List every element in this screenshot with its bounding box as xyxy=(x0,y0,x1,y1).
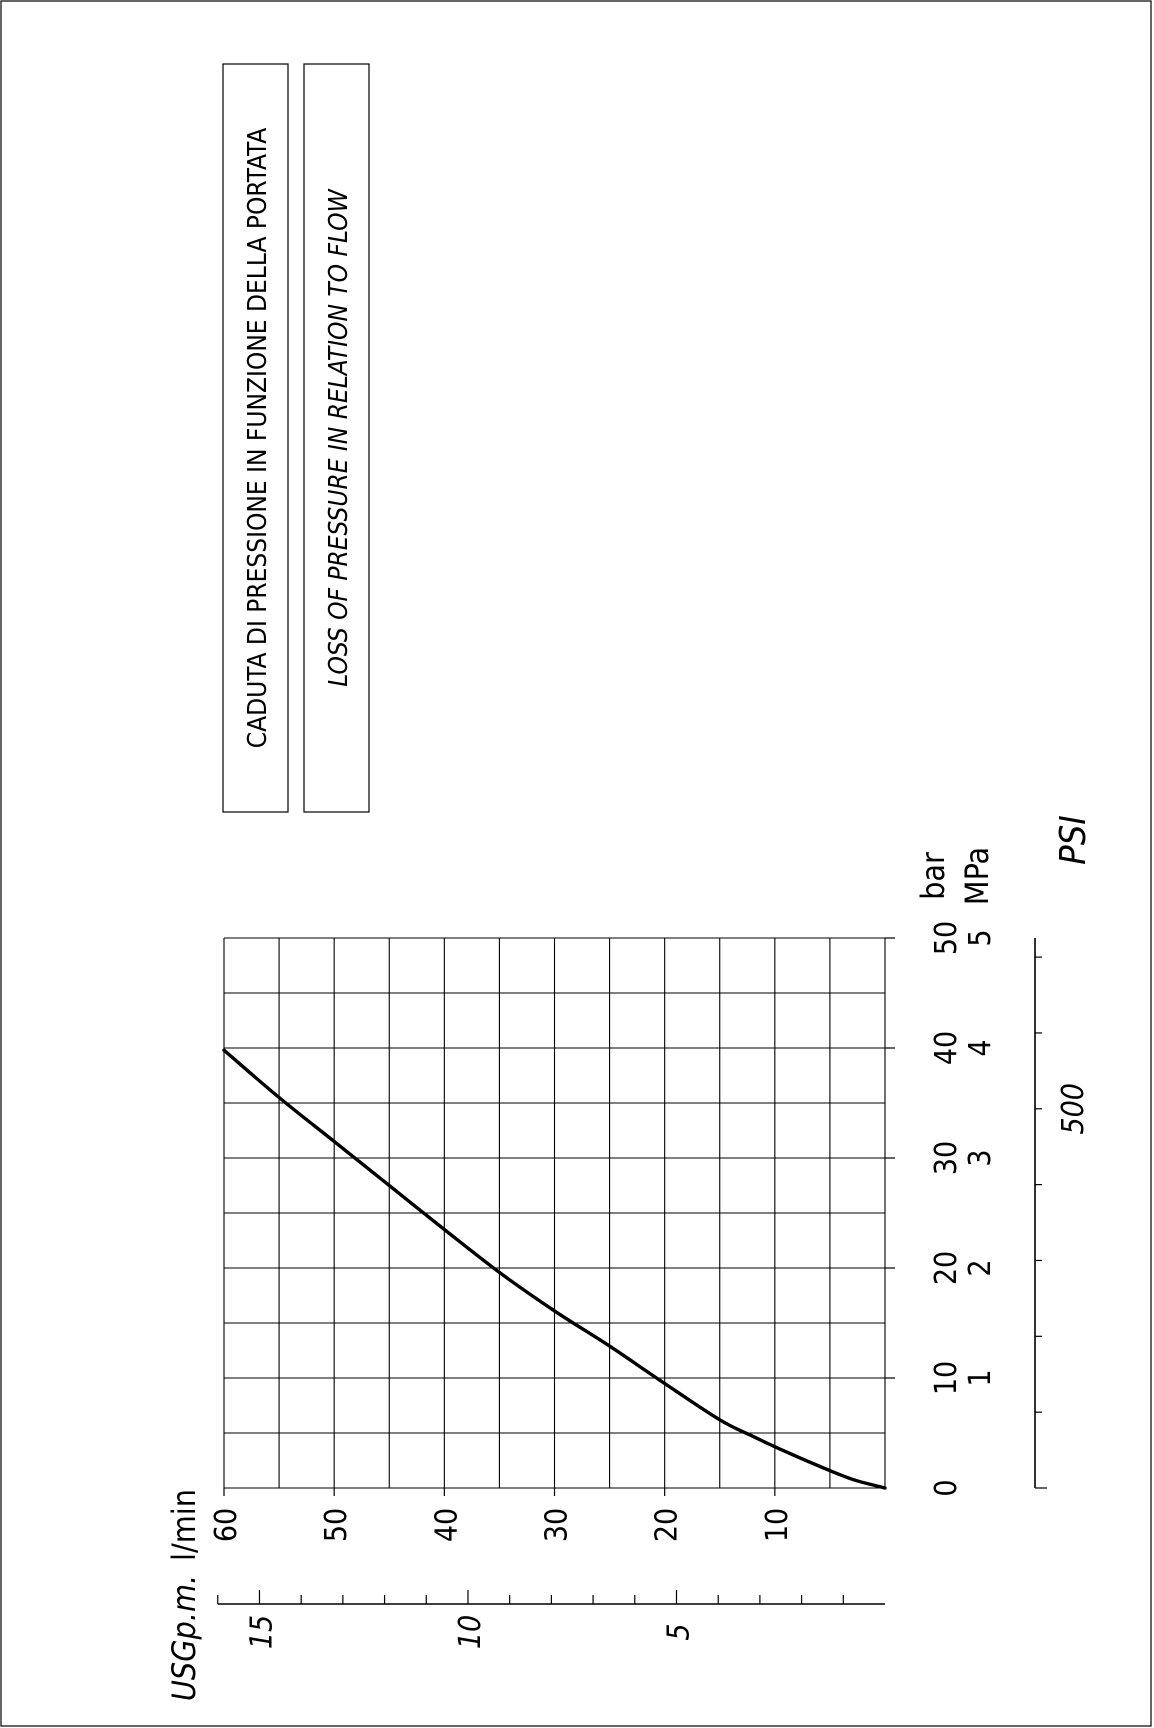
chart-labels: 10 20 30 40 50 60l/min 0 10 20 30 40 50 bar 1 2 3 4 5 MPa 5… xyxy=(165,815,1094,1701)
plot-grid xyxy=(223,937,886,1489)
pressure-tick-label-10: 10 xyxy=(929,1361,964,1395)
pressure-tick-label-0: 0 xyxy=(929,1479,964,1496)
pressure-loss-curve xyxy=(222,1048,887,1490)
pressure-axis-label-psi: PSI xyxy=(1053,815,1094,865)
flow-axis-label: l/min xyxy=(165,1489,203,1561)
title-group: CADUTA DI PRESSIONE IN FUNZIONE DELLA PO… xyxy=(222,63,370,813)
pressure-tick-label-40: 40 xyxy=(929,1031,964,1065)
flow-tick-label-50: 50 xyxy=(319,1508,354,1542)
pressure-axis-label-mpa: MPa xyxy=(958,847,996,905)
usgpm-tick-label-15: 15 xyxy=(244,1615,279,1649)
flow-tick-label-20: 20 xyxy=(650,1508,685,1542)
chart-axes xyxy=(217,937,1047,1605)
mpa-tick-label-2: 2 xyxy=(963,1259,998,1276)
title-box-it xyxy=(222,63,289,813)
chart-title: CADUTA DI PRESSIONE IN FUNZIONE DELLA PO… xyxy=(243,128,273,748)
pressure-tick-label-30: 30 xyxy=(929,1141,964,1175)
psi-tick-label-500: 500 xyxy=(1056,1083,1091,1135)
pressure-tick-label-50: 50 xyxy=(929,921,964,955)
flow-tick-label-30: 30 xyxy=(540,1508,575,1542)
mpa-tick-label-3: 3 xyxy=(963,1149,998,1166)
flow-tick-label-40: 40 xyxy=(429,1508,464,1542)
mpa-tick-label-5: 5 xyxy=(963,929,998,946)
title-box-en xyxy=(303,63,370,813)
pressure-axis-label-bar: bar xyxy=(914,852,952,900)
usgpm-tick-label-10: 10 xyxy=(453,1615,488,1649)
mpa-tick-label-4: 4 xyxy=(963,1039,998,1056)
flow-tick-label-10: 10 xyxy=(760,1508,795,1542)
usgpm-axis-label: USGp.m. xyxy=(165,1575,203,1701)
mpa-tick-label-1: 1 xyxy=(963,1369,998,1386)
usgpm-tick-label-5: 5 xyxy=(661,1623,696,1640)
chart-marks xyxy=(222,1048,887,1490)
flow-tick-label-60: 60 xyxy=(209,1508,244,1542)
pressure-tick-label-20: 20 xyxy=(929,1251,964,1285)
chart-subtitle: LOSS OF PRESSURE IN RELATION TO FLOW xyxy=(324,188,354,686)
